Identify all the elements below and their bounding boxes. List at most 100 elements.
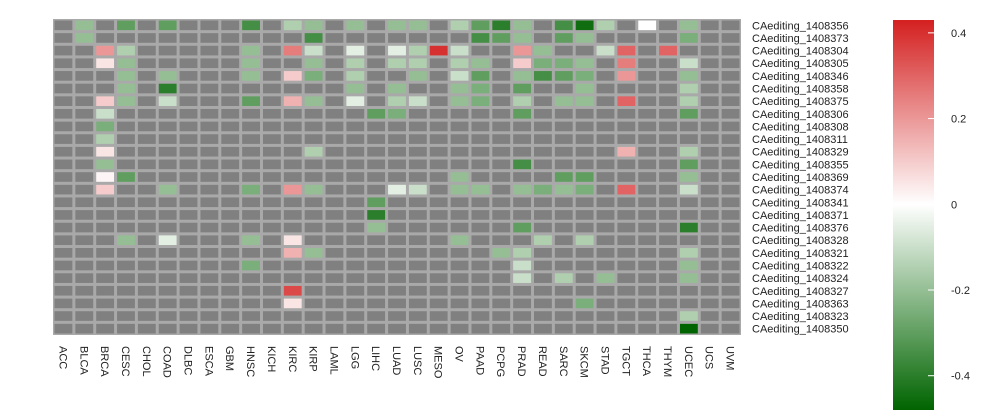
heatmap-cell	[346, 311, 365, 321]
heatmap-cell	[700, 20, 719, 31]
heatmap-cell	[659, 210, 677, 220]
heatmap-cell	[346, 134, 365, 144]
heatmap-cell	[388, 260, 406, 271]
heatmap-cell	[679, 45, 698, 56]
heatmap-cell	[554, 134, 573, 144]
heatmap-cell	[575, 121, 594, 132]
heatmap-cell	[54, 298, 73, 309]
heatmap-cell	[659, 146, 677, 157]
heatmap-cell	[200, 197, 219, 208]
heatmap-cell	[492, 298, 511, 309]
heatmap-cell	[346, 197, 365, 208]
heatmap-cell	[54, 33, 73, 43]
heatmap-cell	[721, 121, 740, 132]
heatmap-cell	[513, 298, 532, 309]
heatmap-cell	[54, 260, 73, 271]
heatmap-cell	[429, 184, 448, 195]
heatmap-cell	[534, 83, 552, 94]
heatmap-cell	[450, 248, 469, 258]
heatmap-cell	[304, 172, 323, 182]
heatmap-cell	[679, 134, 698, 144]
heatmap-cell	[137, 311, 156, 321]
heatmap-cell	[429, 134, 448, 144]
row-label: CAediting_1408356	[752, 20, 849, 32]
heatmap-cell	[96, 96, 115, 106]
heatmap-cell	[283, 33, 302, 43]
heatmap-cell	[554, 146, 573, 157]
heatmap-cell	[367, 197, 386, 208]
heatmap-cell	[137, 108, 156, 119]
heatmap-cell	[346, 210, 365, 220]
heatmap-cell	[200, 33, 219, 43]
heatmap-cell	[346, 260, 365, 271]
heatmap-cell	[388, 83, 406, 94]
heatmap-cell	[75, 83, 94, 94]
heatmap-cell	[450, 311, 469, 321]
heatmap-cell	[242, 20, 260, 31]
heatmap-cell	[54, 108, 73, 119]
heatmap-cell	[429, 159, 448, 170]
heatmap-cell	[242, 235, 260, 246]
heatmap-cell	[721, 83, 740, 94]
heatmap-cell	[117, 285, 135, 296]
heatmap-cell	[534, 159, 552, 170]
heatmap-cell	[429, 45, 448, 56]
heatmap-cell	[638, 222, 657, 233]
row-label: CAediting_1408374	[752, 185, 849, 197]
heatmap-cell	[450, 159, 469, 170]
heatmap-cell	[492, 172, 511, 182]
heatmap-cell	[242, 311, 260, 321]
heatmap-cell	[137, 248, 156, 258]
heatmap-cell	[679, 285, 698, 296]
heatmap-cell	[262, 311, 281, 321]
heatmap-cell	[75, 323, 94, 334]
heatmap-cell	[283, 108, 302, 119]
heatmap-cell	[721, 311, 740, 321]
heatmap-cell	[659, 20, 677, 31]
heatmap-cell	[304, 285, 323, 296]
heatmap-cell	[492, 260, 511, 271]
heatmap-cell	[617, 323, 636, 334]
heatmap-cell	[137, 172, 156, 182]
heatmap-cell	[325, 311, 344, 321]
heatmap-cell	[200, 83, 219, 94]
heatmap-cell	[575, 159, 594, 170]
heatmap-cell	[429, 235, 448, 246]
heatmap-cell	[346, 58, 365, 69]
heatmap-cell	[596, 96, 615, 106]
heatmap-cell	[158, 83, 177, 94]
heatmap-cell	[408, 285, 427, 296]
heatmap-cell	[158, 96, 177, 106]
heatmap-cell	[346, 222, 365, 233]
heatmap-cell	[200, 172, 219, 182]
heatmap-cell	[534, 58, 552, 69]
heatmap-cell	[679, 33, 698, 43]
heatmap-cell	[617, 235, 636, 246]
heatmap-cell	[534, 108, 552, 119]
heatmap-cell	[200, 323, 219, 334]
heatmap-cell	[721, 134, 740, 144]
heatmap-cell	[471, 134, 490, 144]
heatmap-cell	[242, 159, 260, 170]
heatmap-cell	[325, 71, 344, 81]
heatmap-cell	[408, 134, 427, 144]
heatmap-cell	[679, 222, 698, 233]
heatmap-cell	[242, 108, 260, 119]
heatmap-cell	[471, 210, 490, 220]
heatmap-cell	[75, 121, 94, 132]
heatmap-cell	[283, 20, 302, 31]
heatmap-cell	[721, 33, 740, 43]
heatmap-cell	[617, 58, 636, 69]
heatmap-cell	[96, 311, 115, 321]
heatmap-cell	[304, 71, 323, 81]
heatmap-cell	[367, 71, 386, 81]
heatmap-cell	[679, 159, 698, 170]
heatmap-cell	[96, 248, 115, 258]
heatmap-cell	[96, 298, 115, 309]
heatmap-cell	[96, 285, 115, 296]
heatmap-cell	[283, 121, 302, 132]
heatmap-cell	[596, 222, 615, 233]
heatmap-cell	[554, 260, 573, 271]
column-label: HNSC	[244, 346, 256, 377]
heatmap-cell	[575, 248, 594, 258]
